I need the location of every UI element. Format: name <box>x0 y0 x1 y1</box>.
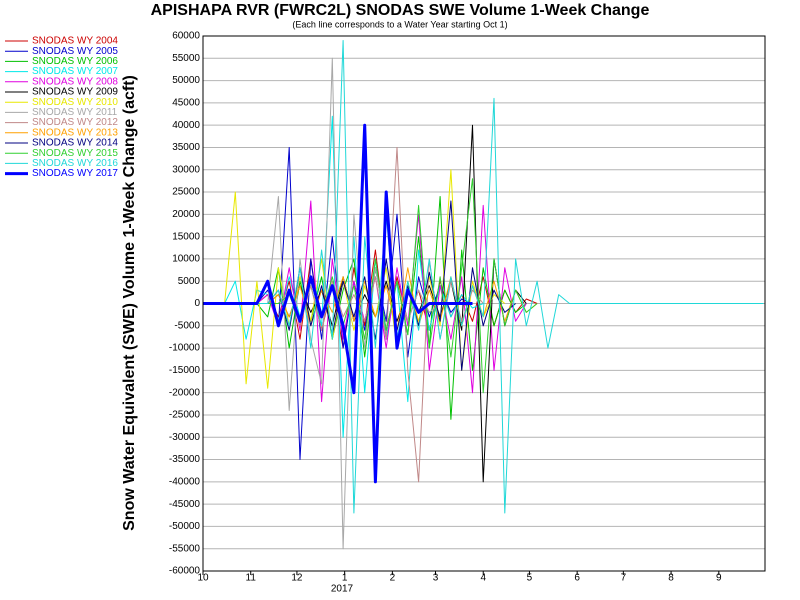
y-tick-label: 60000 <box>172 31 200 42</box>
x-tick-label: 7 <box>621 573 627 584</box>
y-axis-label: Snow Water Equivalent (SWE) Volume 1-Wee… <box>121 75 138 531</box>
x-tick-label: 3 <box>433 573 439 584</box>
x-tick-label: 1 <box>342 573 348 584</box>
y-tick-label: -45000 <box>169 499 201 510</box>
y-tick-label: 55000 <box>172 53 200 64</box>
y-tick-label: -55000 <box>169 543 201 554</box>
legend-label: SNODAS WY 2006 <box>32 56 118 67</box>
y-tick-label: 15000 <box>172 231 200 242</box>
y-tick-label: 10000 <box>172 254 200 265</box>
legend-label: SNODAS WY 2012 <box>32 117 118 128</box>
y-tick-label: 30000 <box>172 164 200 175</box>
y-tick-label: -35000 <box>169 454 201 465</box>
x-tick-label: 10 <box>197 573 209 584</box>
y-tick-label: -15000 <box>169 365 201 376</box>
x-tick-label: 4 <box>480 573 486 584</box>
legend-label: SNODAS WY 2004 <box>32 36 118 47</box>
y-tick-label: -50000 <box>169 521 201 532</box>
y-tick-label: -10000 <box>169 343 201 354</box>
x-tick-label: 11 <box>246 573 257 584</box>
y-tick-label: -30000 <box>169 432 201 443</box>
x-tick-label: 6 <box>574 573 580 584</box>
y-tick-label: -25000 <box>169 410 201 421</box>
series-line <box>203 123 473 484</box>
y-tick-label: -20000 <box>169 387 201 398</box>
legend-label: SNODAS WY 2009 <box>32 87 118 98</box>
year-label: 2017 <box>331 584 354 595</box>
series-line <box>203 169 506 389</box>
y-tick-label: 25000 <box>172 187 200 198</box>
y-tick-label: 5000 <box>178 276 201 287</box>
legend-label: SNODAS WY 2011 <box>32 107 118 118</box>
plot-frame <box>202 35 766 572</box>
y-tick-label: -5000 <box>174 320 200 331</box>
y-tick-label: 50000 <box>172 75 200 86</box>
legend-label: SNODAS WY 2007 <box>32 66 118 77</box>
legend-label: SNODAS WY 2015 <box>32 148 118 159</box>
legend-label: SNODAS WY 2010 <box>32 97 118 108</box>
x-tick-label: 2 <box>390 573 396 584</box>
y-tick-label: 35000 <box>172 142 200 153</box>
grid: -60000-55000-50000-45000-40000-35000-300… <box>169 31 765 584</box>
y-tick-label: -40000 <box>169 476 201 487</box>
y-tick-label: 0 <box>194 298 200 309</box>
x-tick-label: 12 <box>291 573 303 584</box>
y-tick-label: 20000 <box>172 209 200 220</box>
legend-label: SNODAS WY 2016 <box>32 158 118 169</box>
y-tick-label: 45000 <box>172 98 200 109</box>
lines <box>203 40 764 550</box>
legend-label: SNODAS WY 2013 <box>32 127 118 138</box>
y-tick-label: 40000 <box>172 120 200 131</box>
chart-title: APISHAPA RVR (FWRC2L) SNODAS SWE Volume … <box>151 2 650 19</box>
legend-label: SNODAS WY 2014 <box>32 138 118 149</box>
legend-label: SNODAS WY 2005 <box>32 46 118 57</box>
x-tick-label: 5 <box>527 573 533 584</box>
x-tick-label: 9 <box>716 573 722 584</box>
y-tick-label: -60000 <box>169 566 201 577</box>
x-tick-label: 8 <box>668 573 674 584</box>
legend-label: SNODAS WY 2017 <box>32 168 118 179</box>
legend-label: SNODAS WY 2008 <box>32 76 118 87</box>
chart-subtitle: (Each line corresponds to a Water Year s… <box>292 19 507 29</box>
